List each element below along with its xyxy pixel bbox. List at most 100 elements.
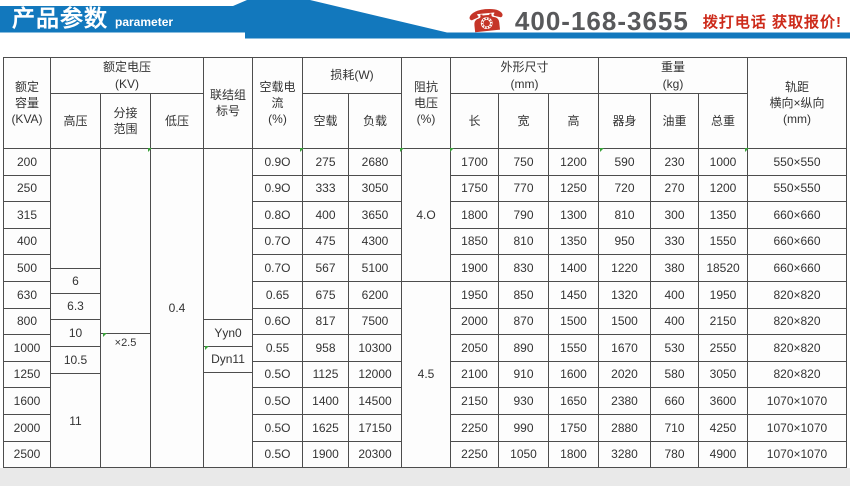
tap-range-value: ×2.5 (114, 337, 137, 349)
cell-body-weight: 1220 (598, 254, 651, 282)
cell-capacity: 250 (3, 174, 51, 203)
cell-gauge: 820×820 (747, 307, 847, 336)
table-row: 200 6 6.3 10 10.5 11 ×2.5 0.4 Yyn0 Dyn11 0.9O 275 26… (3, 147, 847, 469)
cell-width: 1050 (498, 440, 549, 469)
cell-noload-current: 0.8O (252, 201, 303, 229)
header-width: 宽 (498, 93, 549, 149)
cell-oil-weight: 660 (650, 387, 699, 415)
cell-loss-load: 6200 (348, 280, 402, 309)
paste-marker (450, 148, 454, 152)
cell-loss-noload: 333 (302, 174, 349, 203)
cell-capacity: 800 (3, 307, 51, 336)
cell-height: 1350 (548, 227, 599, 256)
cell-total-weight: 4250 (698, 413, 748, 442)
cell-loss-load: 3050 (348, 174, 402, 203)
table-row: 1600 0.5O 1400 14500 2150 930 1650 2380 660 3600 1… (3, 387, 847, 415)
cell-loss-noload: 1625 (302, 413, 349, 442)
header-length: 长 (450, 93, 499, 149)
cell-capacity: 1250 (3, 360, 51, 389)
phone-number[interactable]: 400-168-3655 (514, 6, 689, 36)
banner: 产品参数 parameter (12, 5, 173, 32)
cell-height: 1300 (548, 201, 599, 229)
cell-total-weight: 18520 (698, 254, 748, 282)
cell-capacity: 1000 (3, 334, 51, 362)
cell-body-weight: 1670 (598, 334, 651, 362)
cell-gauge: 820×820 (747, 360, 847, 389)
hv-value: 10 (51, 319, 100, 346)
cell-loss-noload: 275 (302, 148, 349, 176)
header-oil-weight: 油重 (650, 93, 699, 149)
cell-body-weight: 590 (598, 148, 651, 176)
cell-loss-noload: 1125 (302, 360, 349, 389)
cell-noload-current: 0.55 (252, 334, 303, 362)
cell-width: 810 (498, 227, 549, 256)
cell-body-weight: 1500 (598, 307, 651, 336)
header-height: 高 (548, 93, 599, 149)
header-impedance: 阻抗 电压 (%) (401, 57, 451, 149)
cell-total-weight: 1350 (698, 201, 748, 229)
cell-oil-weight: 380 (650, 254, 699, 282)
header-rated-voltage: 额定电压 (KV) (50, 57, 204, 94)
cell-loss-load: 4300 (348, 227, 402, 256)
cell-height: 1650 (548, 387, 599, 415)
cell-width: 930 (498, 387, 549, 415)
cell-impedance: 4.5 (401, 280, 451, 469)
cell-height: 1600 (548, 360, 599, 389)
cell-capacity: 2000 (3, 413, 51, 442)
cell-loss-load: 7500 (348, 307, 402, 336)
cell-gauge: 1070×1070 (747, 440, 847, 469)
cell-tap-range: ×2.5 (100, 147, 151, 469)
cell-total-weight: 1550 (698, 227, 748, 256)
cell-gauge: 820×820 (747, 280, 847, 309)
hv-value: 10.5 (51, 346, 100, 373)
cell-height: 1550 (548, 334, 599, 362)
paste-marker (148, 148, 152, 152)
cell-width: 790 (498, 201, 549, 229)
parameter-table: 额定 容量 (KVA) 额定电压 (KV) 联结组 标号 空载电 流 (%) 损… (3, 57, 847, 469)
cell-capacity: 2500 (3, 440, 51, 469)
cell-height: 1200 (548, 148, 599, 176)
cell-length: 1850 (450, 227, 499, 256)
cell-capacity: 630 (3, 280, 51, 309)
cell-gauge: 660×660 (747, 227, 847, 256)
cell-noload-current: 0.5O (252, 387, 303, 415)
cell-impedance: 4.O (401, 148, 451, 282)
cell-length: 1950 (450, 280, 499, 309)
phone-call-cta[interactable]: 拨打电话 获取报价! (702, 14, 842, 31)
cell-loss-noload: 675 (302, 280, 349, 309)
cell-length: 2000 (450, 307, 499, 336)
table-row: 2000 0.5O 1625 17150 2250 990 1750 2880 710 4250 1… (3, 413, 847, 442)
paste-marker (300, 148, 304, 152)
cell-noload-current: 0.65 (252, 280, 303, 309)
cell-height: 1500 (548, 307, 599, 336)
paste-marker (600, 148, 604, 152)
header-noload-current: 空载电 流 (%) (252, 57, 303, 149)
cell-total-weight: 3600 (698, 387, 748, 415)
cell-body-weight: 810 (598, 201, 651, 229)
cell-loss-noload: 400 (302, 201, 349, 229)
cell-capacity: 1600 (3, 387, 51, 415)
cell-total-weight: 1000 (698, 148, 748, 176)
table-row: 1250 0.5O 1125 12000 2100 910 1600 2020 580 3050 8… (3, 360, 847, 389)
cell-height: 1250 (548, 174, 599, 203)
cell-body-weight: 2880 (598, 413, 651, 442)
cell-oil-weight: 530 (650, 334, 699, 362)
hv-value: 6.3 (51, 293, 100, 319)
cell-total-weight: 1200 (698, 174, 748, 203)
table-header: 额定 容量 (KVA) 额定电压 (KV) 联结组 标号 空载电 流 (%) 损… (3, 57, 847, 149)
cell-length: 1750 (450, 174, 499, 203)
header-capacity: 额定 容量 (KVA) (3, 57, 51, 149)
header-vector-group: 联结组 标号 (203, 57, 253, 149)
cell-noload-current: 0.7O (252, 254, 303, 282)
cell-length: 1800 (450, 201, 499, 229)
header-loss: 损耗(W) (302, 57, 402, 94)
cell-body-weight: 2020 (598, 360, 651, 389)
cell-length: 2050 (450, 334, 499, 362)
cell-length: 2250 (450, 413, 499, 442)
cell-lv: 0.4 (150, 147, 204, 469)
header-body-weight: 器身 (598, 93, 651, 149)
cell-length: 2100 (450, 360, 499, 389)
cell-loss-noload: 1400 (302, 387, 349, 415)
cell-noload-current: 0.6O (252, 307, 303, 336)
cell-body-weight: 950 (598, 227, 651, 256)
